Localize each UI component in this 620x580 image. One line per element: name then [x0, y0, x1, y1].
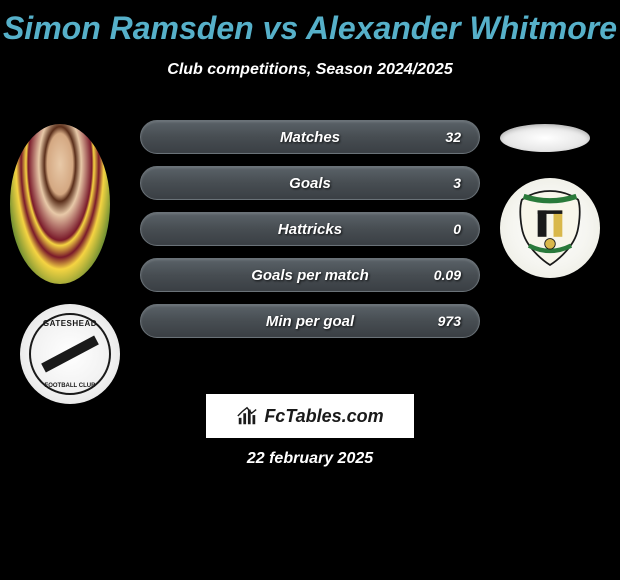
stat-value-right: 3 — [453, 175, 461, 191]
stat-label: Goals — [289, 175, 331, 192]
stat-row-matches: Matches 32 — [140, 120, 480, 154]
stat-label: Matches — [280, 129, 340, 146]
stats-table: Matches 32 Goals 3 Hattricks 0 Goals per… — [140, 120, 480, 350]
stat-row-hattricks: Hattricks 0 — [140, 212, 480, 246]
stat-label: Min per goal — [266, 313, 354, 330]
stat-row-goals-per-match: Goals per match 0.09 — [140, 258, 480, 292]
stat-value-right: 0 — [453, 221, 461, 237]
club-crest-svg — [506, 184, 594, 272]
stat-label: Hattricks — [278, 221, 342, 238]
stat-row-min-per-goal: Min per goal 973 — [140, 304, 480, 338]
stat-row-goals: Goals 3 — [140, 166, 480, 200]
player-right-photo-placeholder — [500, 124, 590, 152]
player-left-club-crest: GATESHEAD FOOTBALL CLUB — [20, 304, 120, 404]
stat-value-right: 0.09 — [434, 267, 461, 283]
stat-value-right: 32 — [445, 129, 461, 145]
comparison-date: 22 february 2025 — [247, 450, 373, 468]
stat-label: Goals per match — [251, 267, 369, 284]
crest-text-bottom: FOOTBALL CLUB — [45, 383, 96, 389]
crest-diagonal-bar — [41, 336, 99, 373]
player-right-club-crest — [500, 178, 600, 278]
brand-label: FcTables.com — [264, 406, 383, 427]
player-left-photo — [10, 124, 110, 284]
stat-value-right: 973 — [438, 313, 461, 329]
crest-text-top: GATESHEAD — [43, 319, 97, 328]
crest-ring: GATESHEAD FOOTBALL CLUB — [29, 313, 111, 395]
comparison-subtitle: Club competitions, Season 2024/2025 — [0, 61, 620, 79]
brand-box[interactable]: FcTables.com — [206, 394, 414, 438]
comparison-title: Simon Ramsden vs Alexander Whitmore — [0, 0, 620, 47]
bar-chart-icon — [236, 405, 258, 427]
